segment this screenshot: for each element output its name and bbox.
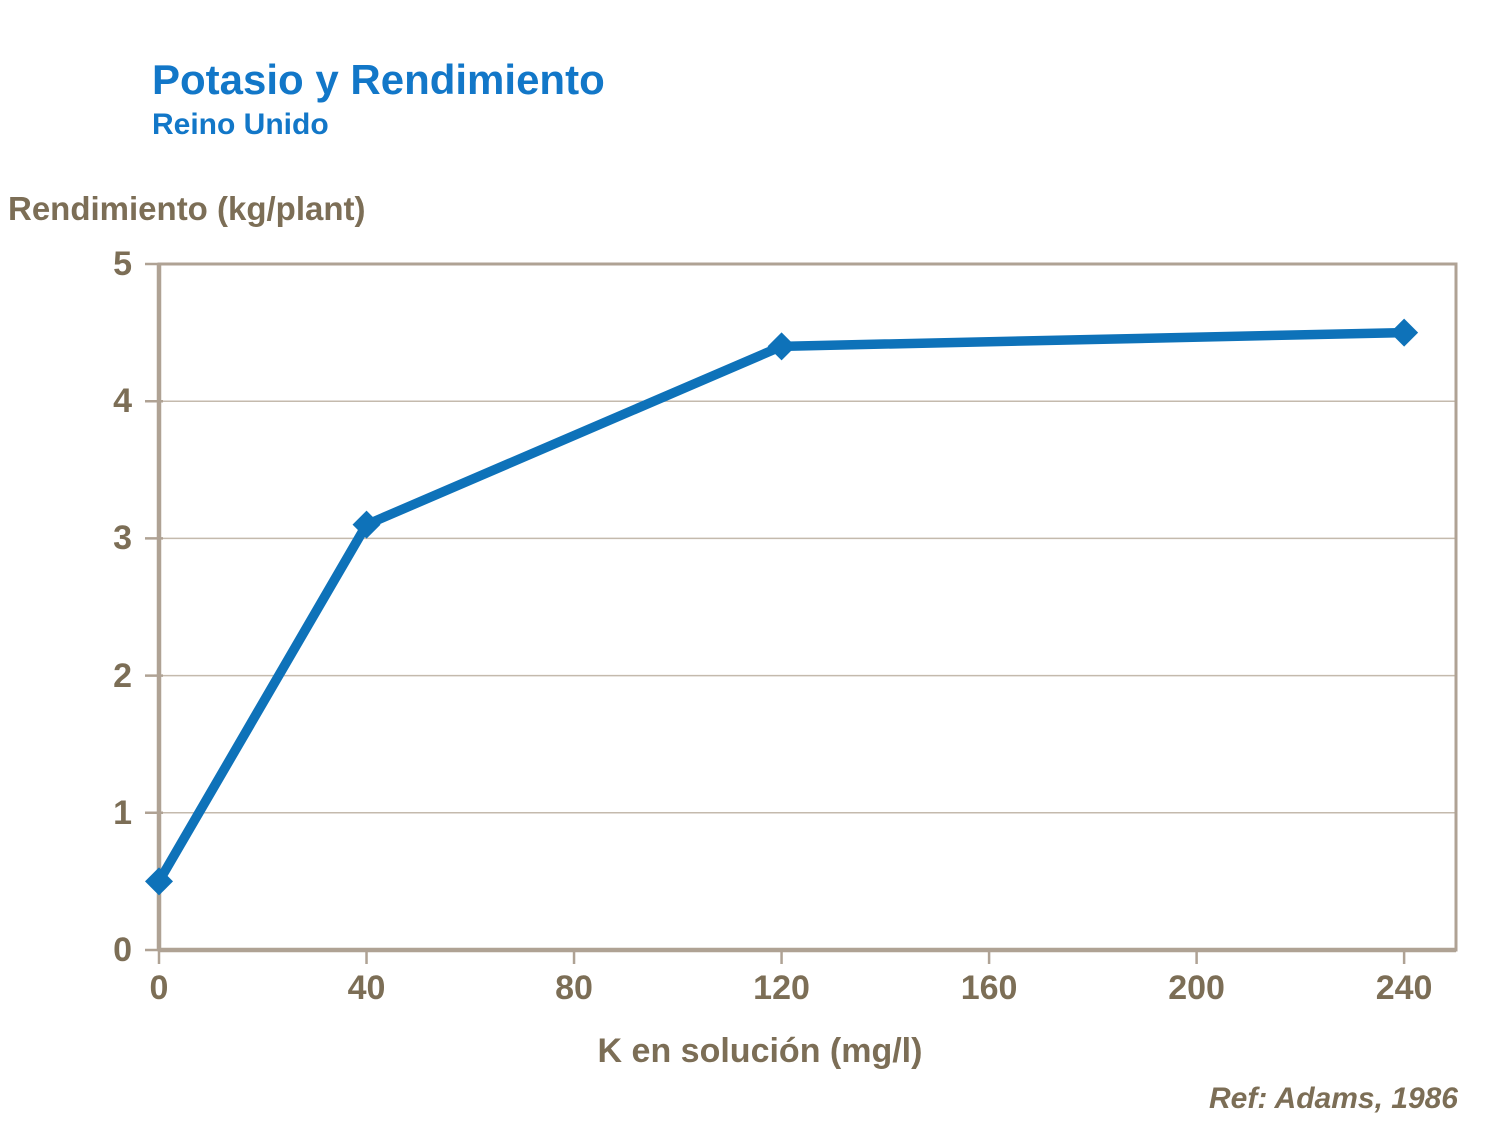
data-line <box>154 327 1409 887</box>
plot-border <box>157 262 1458 952</box>
x-tick-label: 0 <box>149 969 169 1007</box>
y-tick-label: 3 <box>113 519 132 558</box>
x-tick-label: 80 <box>555 969 593 1007</box>
chart-title: Potasio y Rendimiento <box>152 56 605 103</box>
y-tick-label: 1 <box>113 793 132 832</box>
data-point-marker <box>352 510 381 539</box>
data-point-marker <box>1390 318 1419 347</box>
reference-note: Ref: Adams, 1986 <box>1209 1082 1458 1115</box>
y-axis-title: Rendimiento (kg/plant) <box>8 190 366 227</box>
chart-subtitle: Reino Unido <box>152 108 329 141</box>
data-point-marker <box>767 332 796 361</box>
x-tick-label: 160 <box>960 969 1018 1007</box>
y-tick-label: 5 <box>113 245 132 283</box>
x-tick-label: 200 <box>1168 969 1225 1007</box>
x-tick-label: 240 <box>1375 969 1433 1007</box>
y-tick-label: 2 <box>113 656 132 695</box>
x-axis-title: K en solución (mg/l) <box>597 1032 923 1070</box>
x-tick-label: 120 <box>753 969 810 1007</box>
y-tick-label: 4 <box>113 382 132 421</box>
y-tick-label: 0 <box>113 931 132 969</box>
data-point-marker <box>145 867 173 896</box>
x-tick-label: 40 <box>347 969 386 1007</box>
